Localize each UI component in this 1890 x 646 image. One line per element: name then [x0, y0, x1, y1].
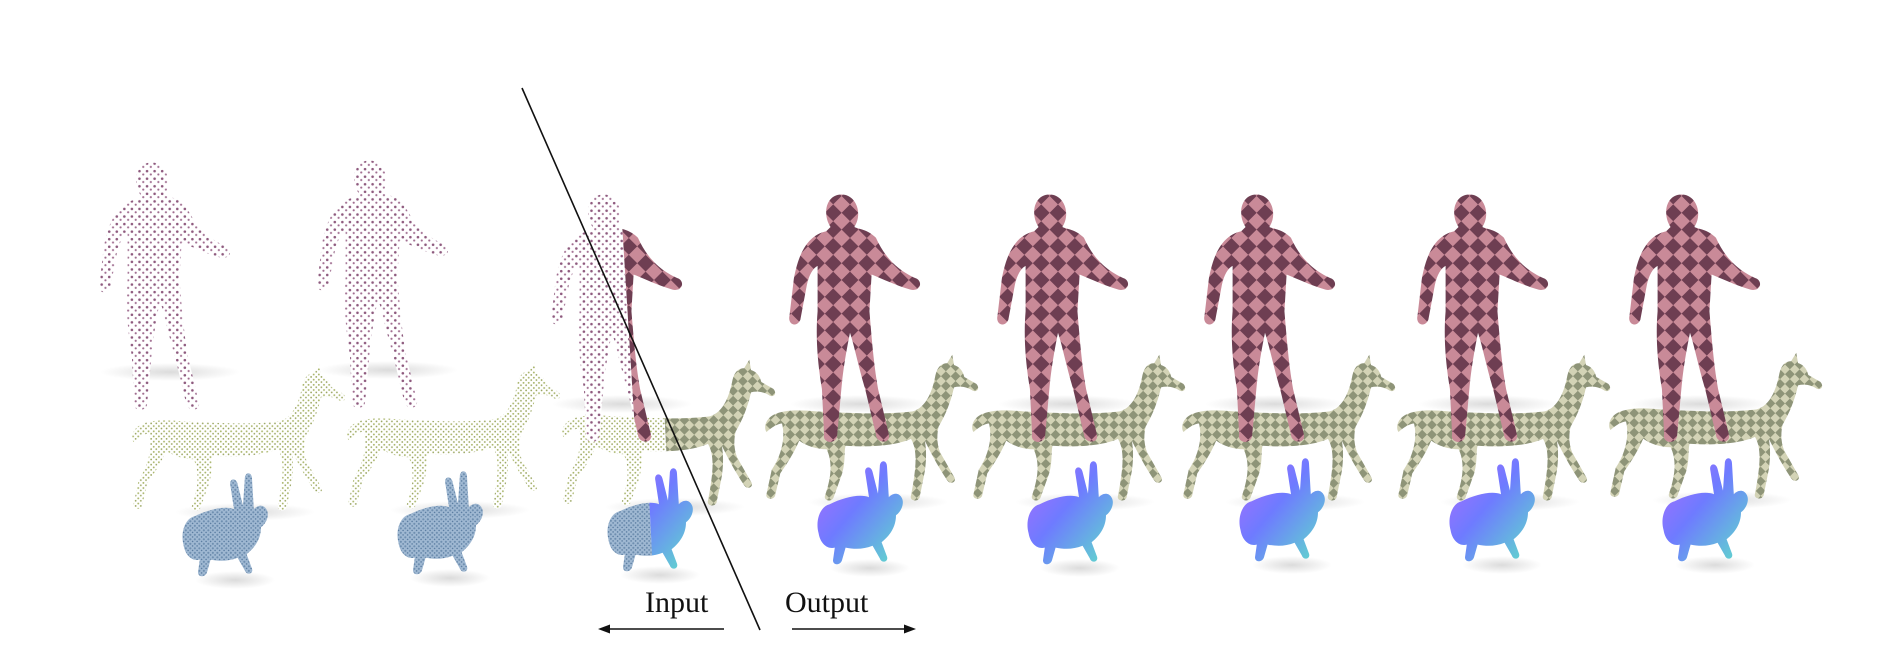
output-arrow [792, 624, 916, 634]
input-arrow [598, 624, 724, 634]
human-shadow [1418, 395, 1558, 413]
frame-8 [1609, 194, 1823, 574]
human-shadow [100, 363, 240, 381]
human-shadow [1205, 395, 1345, 413]
bunny-shadow [1252, 556, 1332, 574]
frame-3 [551, 194, 776, 584]
bunny-shadow [830, 559, 910, 577]
frame-1 [99, 162, 346, 589]
frame-5 [972, 194, 1186, 577]
input-label: Input [645, 586, 709, 619]
bunny-point-cloud [182, 473, 268, 577]
frame-6 [1182, 194, 1396, 574]
bunny-shadow [1462, 556, 1542, 574]
human-shadow [1630, 395, 1770, 413]
bunny-shadow [1675, 556, 1755, 574]
human-shadow [318, 361, 458, 379]
bunny-point-cloud [397, 471, 483, 575]
frame-2 [317, 160, 561, 587]
bunny-shadow [1040, 559, 1120, 577]
frame-4 [765, 194, 979, 577]
bunny-shadow [410, 569, 490, 587]
output-label: Output [785, 586, 869, 619]
bunny-half-mesh [607, 468, 693, 572]
human-shadow [790, 395, 930, 413]
animation-frames [99, 160, 1823, 589]
frame-7 [1397, 194, 1611, 574]
human-shadow [998, 395, 1138, 413]
human-shadow [552, 395, 692, 413]
input-output-divider [521, 87, 761, 631]
bunny-shadow [195, 571, 275, 589]
bunny-shadow [620, 566, 700, 584]
